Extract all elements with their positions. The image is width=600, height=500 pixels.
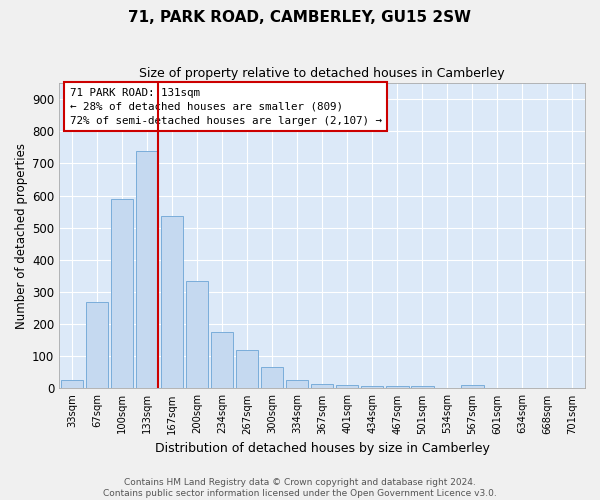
Bar (411, 386, 434, 388)
Y-axis label: Number of detached properties: Number of detached properties (15, 142, 28, 328)
Bar (136, 150, 158, 388)
Bar (286, 380, 308, 388)
Bar (386, 386, 409, 388)
Bar (110, 199, 133, 388)
X-axis label: Distribution of detached houses by size in Camberley: Distribution of detached houses by size … (155, 442, 490, 455)
Bar (461, 385, 484, 388)
Bar (61, 380, 83, 388)
Bar (336, 384, 358, 388)
Bar (361, 386, 383, 388)
Bar (186, 280, 208, 388)
Bar (261, 366, 283, 388)
Bar (236, 350, 259, 389)
Bar (86, 302, 108, 388)
Bar (311, 384, 334, 388)
Text: Contains HM Land Registry data © Crown copyright and database right 2024.
Contai: Contains HM Land Registry data © Crown c… (103, 478, 497, 498)
Bar (211, 332, 233, 388)
Text: 71, PARK ROAD, CAMBERLEY, GU15 2SW: 71, PARK ROAD, CAMBERLEY, GU15 2SW (128, 10, 472, 25)
Bar (161, 216, 183, 388)
Title: Size of property relative to detached houses in Camberley: Size of property relative to detached ho… (139, 68, 505, 80)
Text: 71 PARK ROAD: 131sqm
← 28% of detached houses are smaller (809)
72% of semi-deta: 71 PARK ROAD: 131sqm ← 28% of detached h… (70, 88, 382, 126)
